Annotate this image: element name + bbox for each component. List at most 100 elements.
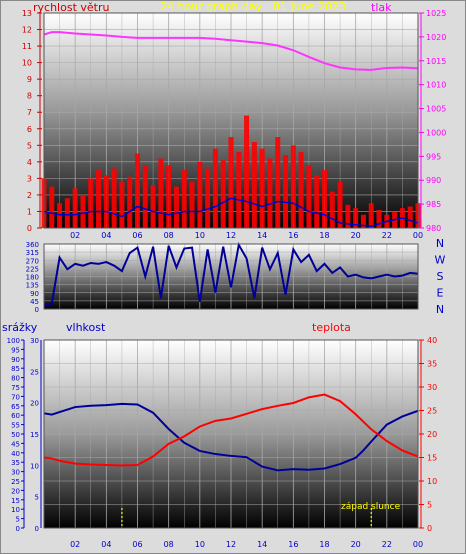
wind-speed-tick-label: 11: [22, 42, 32, 51]
wind-speed-tick-label: 6: [27, 125, 32, 134]
humidity-tick-label: 10: [30, 462, 39, 470]
time-tick-label: 02: [70, 540, 80, 549]
rain-tick-label: 55: [11, 422, 20, 430]
wind-pressure-axes: 0123456789101112139809859909951000100510…: [22, 9, 447, 240]
rain-tick-label: 50: [11, 431, 20, 439]
wind-speed-bar: [212, 148, 218, 228]
temperature-tick-label: 30: [427, 383, 437, 392]
wind-speed-bar: [283, 155, 289, 228]
wind-speed-bar: [173, 186, 179, 228]
wind-speed-bar: [360, 214, 366, 228]
time-tick-label: 02: [70, 231, 80, 240]
wind-speed-bar: [189, 181, 195, 228]
sunset-label: západ slunce: [341, 502, 401, 512]
direction-tick-label: 45: [30, 298, 39, 306]
pressure-tick-label: 1025: [426, 9, 446, 18]
pressure-axis-title: tlak: [371, 1, 392, 14]
time-tick-label: 00: [413, 231, 423, 240]
temperature-line: [43, 393, 419, 467]
rain-tick-label: 75: [11, 384, 20, 392]
wind-speed-tick-label: 4: [27, 158, 32, 167]
pressure-tick-label: 1010: [426, 81, 446, 90]
time-tick-label: 20: [351, 231, 361, 240]
wind-speed-bar: [259, 148, 265, 228]
time-tick-label: 10: [195, 231, 205, 240]
wind-speed-bar: [220, 160, 226, 228]
time-tick-label: 10: [195, 540, 205, 549]
time-tick-label: 20: [351, 540, 361, 549]
compass-label: S: [437, 270, 444, 283]
wind-speed-bar: [205, 168, 211, 228]
direction-tick-label: 360: [26, 241, 39, 249]
wind-speed-bar: [353, 208, 359, 228]
rain-axis-title: srážky: [2, 321, 38, 334]
wind-pressure-chart: 0123456789101112139809859909951000100510…: [22, 9, 447, 240]
direction-tick-label: 270: [26, 257, 39, 265]
time-tick-label: 08: [164, 231, 174, 240]
wind-pressure-marks: [41, 31, 421, 228]
wind-direction-line: [43, 242, 419, 307]
temperature-tick-label: 35: [427, 360, 437, 369]
temperature-tick-label: 5: [427, 501, 432, 510]
wind-speed-bar: [135, 153, 140, 228]
wind-speed-bar: [345, 204, 351, 228]
rain-tick-label: 95: [11, 346, 20, 354]
direction-tick-label: 315: [26, 249, 39, 257]
temperature-tick-label: 0: [427, 524, 432, 533]
wind-speed-bar: [181, 170, 187, 228]
direction-tick-label: 225: [26, 265, 39, 273]
wind-speed-bar: [290, 145, 296, 228]
chart-title: 24 hour graph day : 01 June 2023: [160, 0, 346, 13]
rain-tick-label: 10: [11, 506, 20, 514]
compass-label: W: [435, 254, 446, 267]
time-tick-label: 14: [257, 231, 267, 240]
wind-speed-bar: [251, 142, 257, 228]
rain-tick-label: 65: [11, 403, 20, 411]
wind-speed-bar: [322, 170, 327, 228]
wind-speed-bar: [142, 165, 148, 228]
wind-speed-tick-label: 8: [27, 92, 32, 101]
pressure-tick-label: 1020: [426, 33, 446, 42]
wind-speed-bar: [298, 151, 304, 228]
direction-tick-label: 135: [26, 282, 39, 290]
rain-tick-label: 80: [11, 375, 20, 383]
rain-tick-label: 35: [11, 459, 20, 467]
humidity-temperature-axes: 0510152025303540455055606570758085909510…: [7, 336, 438, 549]
wind-speed-bar: [314, 175, 320, 228]
temperature-tick-label: 10: [427, 477, 437, 486]
time-tick-label: 06: [132, 231, 142, 240]
rain-tick-label: 15: [11, 497, 20, 505]
wind-pressure-frame: [43, 12, 419, 229]
wind-speed-tick-label: 12: [22, 26, 32, 35]
wind-speed-bar: [111, 168, 117, 228]
wind-speed-bar: [337, 181, 343, 228]
pressure-line: [43, 31, 419, 71]
pressure-tick-label: 1015: [426, 57, 446, 66]
wind-speed-tick-label: 3: [27, 174, 32, 183]
humidity-tick-label: 25: [30, 368, 39, 376]
wind-speed-tick-label: 0: [27, 224, 32, 233]
wind-speed-bar: [80, 194, 86, 228]
direction-tick-label: 90: [30, 290, 39, 298]
wind-speed-axis-title: rychlost větru: [33, 1, 109, 14]
wind-speed-bar: [88, 178, 94, 228]
humidity-tick-label: 30: [30, 337, 39, 345]
humidity-temperature-chart: 0510152025303540455055606570758085909510…: [7, 336, 438, 549]
rain-tick-label: 0: [16, 525, 20, 533]
pressure-tick-label: 1005: [426, 105, 446, 114]
temperature-axis-title: teplota: [312, 321, 351, 334]
time-tick-label: 18: [319, 231, 329, 240]
wind-speed-bar: [64, 198, 70, 228]
wind-speed-bar: [236, 151, 242, 228]
wind-speed-bar: [407, 206, 413, 228]
time-tick-label: 12: [226, 540, 236, 549]
rain-tick-label: 45: [11, 440, 20, 448]
humidity-line: [43, 402, 419, 472]
wind-speed-bar: [368, 203, 374, 228]
compass-label: N: [436, 303, 444, 316]
wind-speed-bar: [103, 175, 109, 228]
wind-speed-bar: [57, 203, 63, 228]
wind-speed-bar: [119, 181, 125, 228]
time-tick-label: 04: [101, 231, 111, 240]
wind-speed-bar: [96, 170, 102, 228]
